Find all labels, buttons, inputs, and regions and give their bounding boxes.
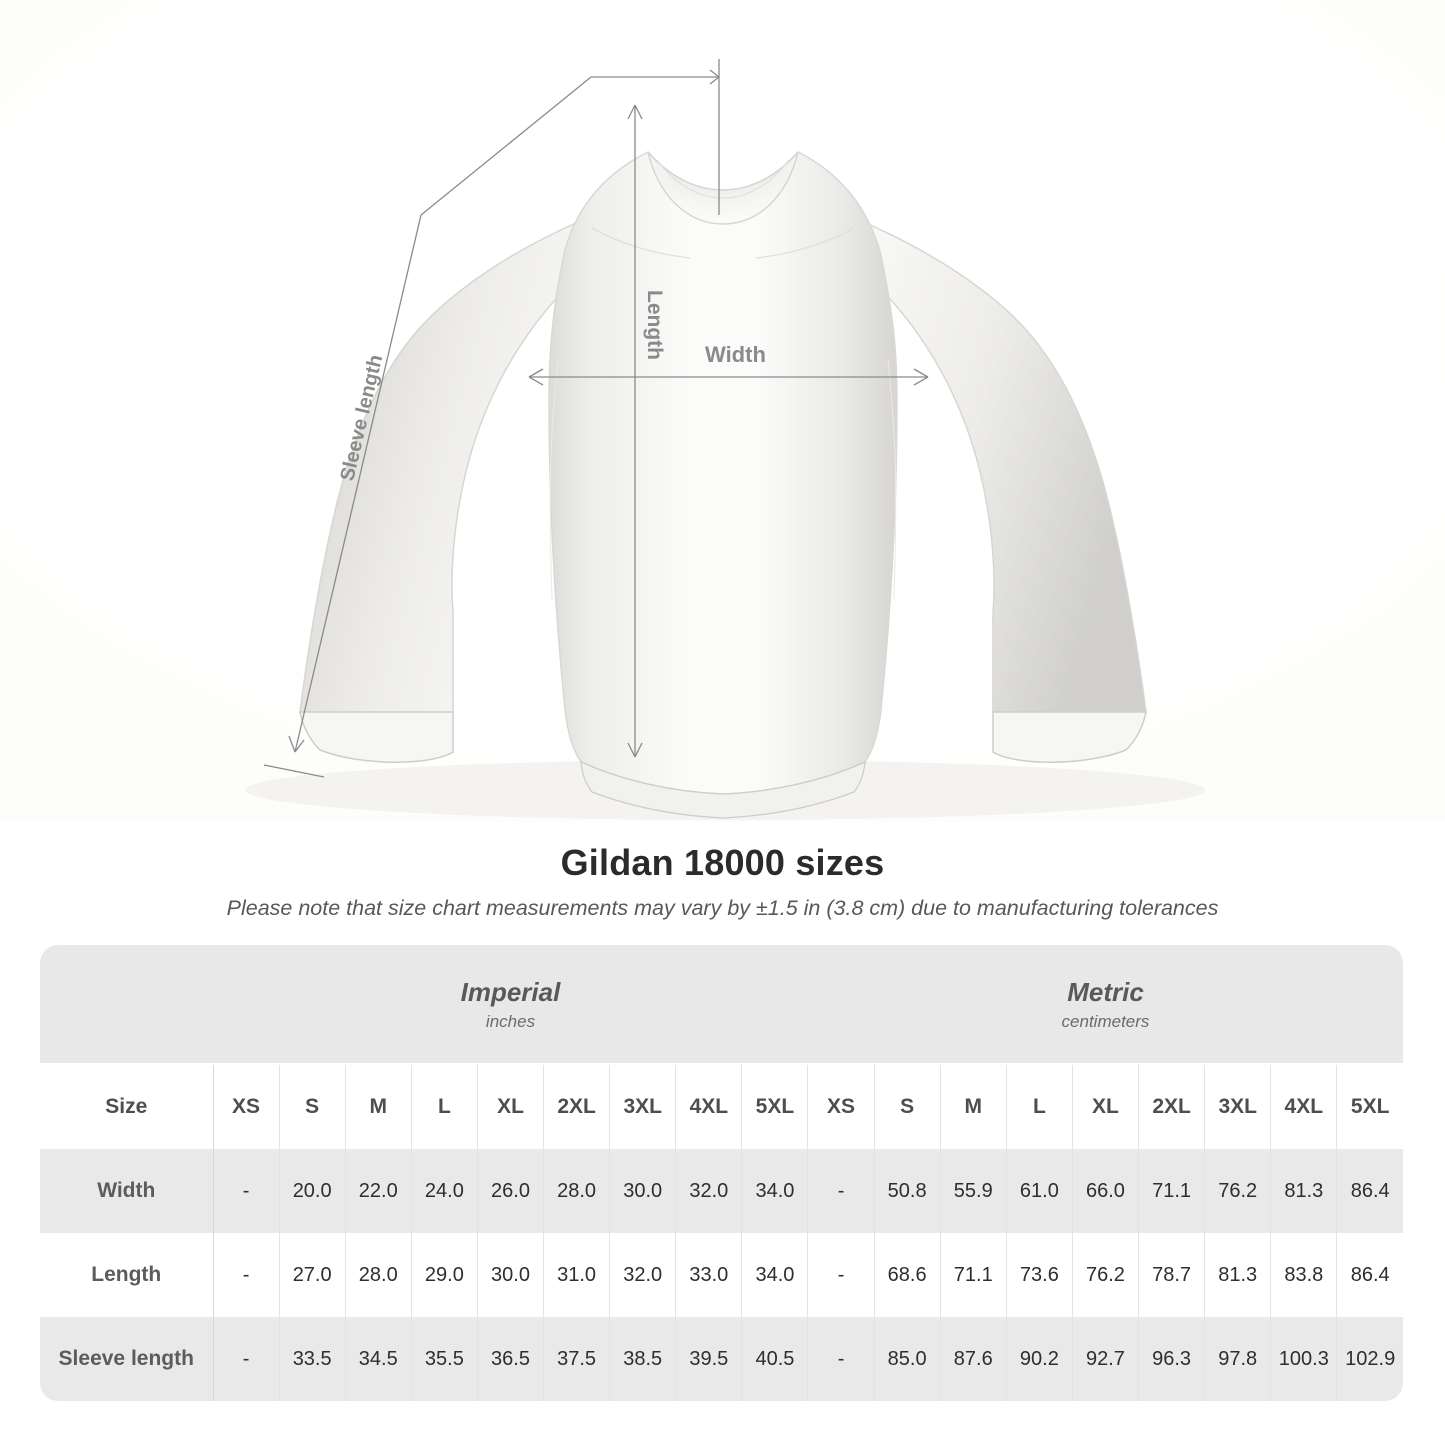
svg-text:Width: Width: [705, 342, 766, 367]
svg-text:Length: Length: [643, 290, 666, 360]
